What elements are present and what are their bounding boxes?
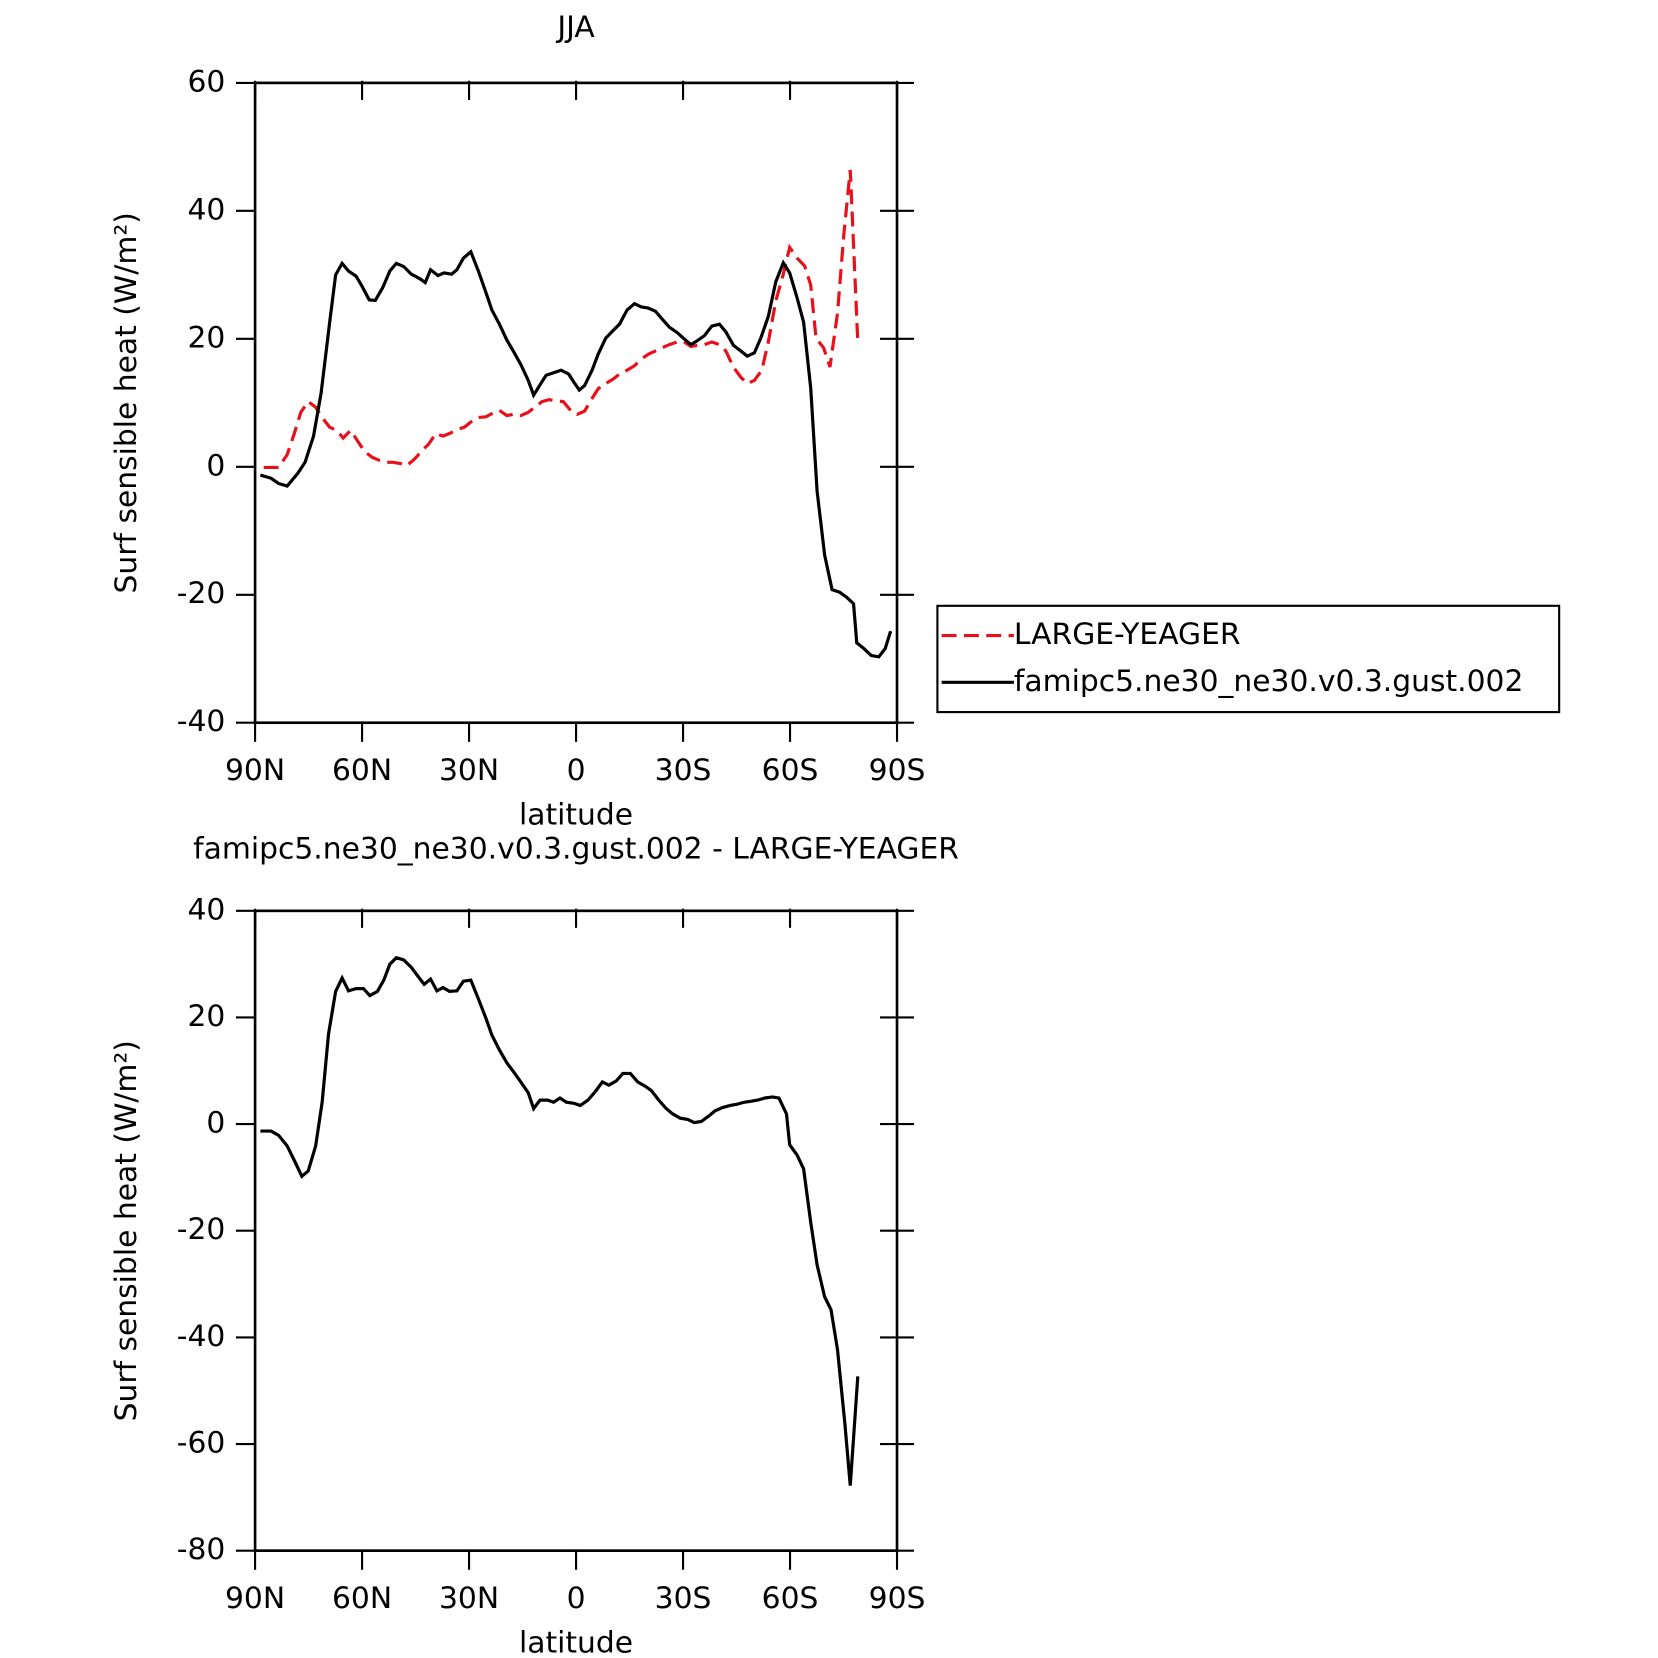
plot-frame xyxy=(253,81,899,725)
legend-label: LARGE-YEAGER xyxy=(1014,617,1241,652)
y-tick-label: -60 xyxy=(177,1426,226,1461)
x-tick-label: 60S xyxy=(762,1581,819,1616)
y-axis-label: Surf sensible heat (W/m²) xyxy=(109,1040,144,1421)
y-tick-label: 0 xyxy=(206,448,225,483)
chart-title: JJA xyxy=(555,10,595,45)
y-tick-label: 0 xyxy=(206,1106,225,1141)
x-axis-label: latitude xyxy=(519,1626,633,1658)
x-tick-label: 60N xyxy=(332,1581,392,1616)
x-tick-label: 30N xyxy=(439,1581,499,1616)
x-tick-label: 90N xyxy=(225,753,285,788)
y-tick-label: 60 xyxy=(187,64,225,99)
y-tick-label: 20 xyxy=(187,320,225,355)
x-tick-label: 90N xyxy=(225,1581,285,1616)
y-tick-label: 20 xyxy=(187,999,225,1034)
chart-panel: JJA latitude Surf sensible heat (W/m²) -40 -… xyxy=(109,10,1561,833)
x-tick-label: 60S xyxy=(762,753,819,788)
y-tick-label: -80 xyxy=(177,1532,226,1567)
legend-label: famipc5.ne30_ne30.v0.3.gust.002 xyxy=(1014,664,1523,699)
x-tick-label: 90S xyxy=(869,753,926,788)
x-axis-label: latitude xyxy=(519,798,633,833)
x-tick-label: 30S xyxy=(655,1581,712,1616)
x-tick-label: 0 xyxy=(567,753,586,788)
chart-panel: famipc5.ne30_ne30.v0.3.gust.002 - LARGE-… xyxy=(109,832,959,1658)
x-tick-label: 60N xyxy=(332,753,392,788)
x-tick-label: 30N xyxy=(439,753,499,788)
y-tick-label: -20 xyxy=(177,576,226,611)
legend-box xyxy=(936,604,1561,714)
data-line xyxy=(260,955,860,1486)
x-tick-label: 0 xyxy=(567,1581,586,1616)
data-line xyxy=(259,249,893,659)
chart-title: famipc5.ne30_ne30.v0.3.gust.002 - LARGE-… xyxy=(193,832,959,867)
y-tick-label: -40 xyxy=(177,704,226,739)
plot-frame xyxy=(253,909,899,1552)
y-tick-label: 40 xyxy=(187,892,225,927)
x-tick-label: 90S xyxy=(869,1581,926,1616)
y-tick-label: 40 xyxy=(187,192,225,227)
y-axis-label: Surf sensible heat (W/m²) xyxy=(109,212,144,593)
x-tick-label: 30S xyxy=(655,753,712,788)
data-line xyxy=(263,169,860,470)
y-tick-label: -40 xyxy=(177,1319,226,1354)
y-tick-label: -20 xyxy=(177,1212,226,1247)
